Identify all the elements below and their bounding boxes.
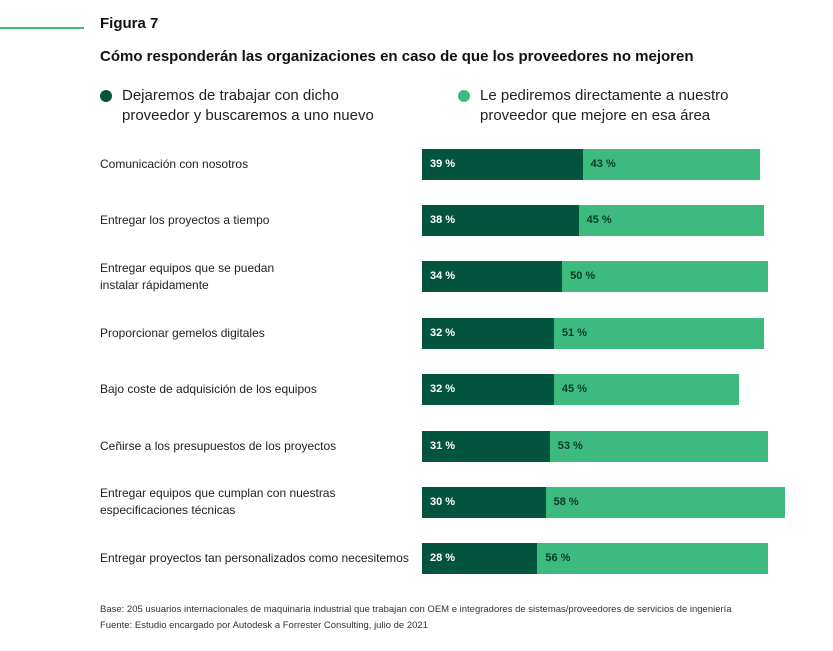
bar-segment-ask-improve bbox=[545, 486, 785, 518]
legend-label-line: Le pediremos directamente a nuestro bbox=[480, 87, 729, 104]
data-label: 31 % bbox=[430, 439, 456, 452]
category-label: Entregar equipos que cumplan con nuestra… bbox=[100, 484, 415, 520]
category-label-line: Entregar equipos que se puedan bbox=[100, 260, 275, 275]
legend-label-line: Dejaremos de trabajar con dicho bbox=[122, 87, 339, 104]
legend-label: Le pediremos directamente a nuestro prov… bbox=[480, 86, 728, 126]
category-label-line: Entregar los proyectos a tiempo bbox=[100, 212, 270, 227]
category-label: Entregar proyectos tan personalizados co… bbox=[100, 541, 415, 577]
category-label: Ceñirse a los presupuestos de los proyec… bbox=[100, 428, 415, 464]
bar-segment-stop-working bbox=[422, 317, 554, 349]
bar-segment-ask-improve bbox=[549, 430, 769, 462]
bar-segment-ask-improve bbox=[562, 261, 769, 293]
category-label: Entregar equipos que se puedan instalar r… bbox=[100, 259, 415, 295]
category-label-text: Entregar equipos que cumplan con nuestra… bbox=[100, 485, 335, 519]
data-label: 56 % bbox=[545, 552, 571, 565]
category-label-text: Proporcionar gemelos digitales bbox=[100, 325, 265, 342]
category-label: Proporcionar gemelos digitales bbox=[100, 315, 415, 351]
category-label-text: Entregar proyectos tan personalizados co… bbox=[100, 550, 409, 567]
legend-label-line: proveedor y buscaremos a uno nuevo bbox=[122, 107, 374, 124]
data-label: 32 % bbox=[430, 383, 456, 396]
bar-segment-ask-improve bbox=[553, 317, 764, 349]
legend-item-stop-working: Dejaremos de trabajar con dicho proveedo… bbox=[100, 86, 374, 126]
data-label: 45 % bbox=[586, 213, 612, 226]
bar-segment-stop-working bbox=[422, 486, 546, 518]
bar-segment-stop-working bbox=[422, 148, 583, 180]
category-label-text: Entregar equipos que se puedan instalar r… bbox=[100, 260, 274, 294]
data-label: 28 % bbox=[430, 552, 456, 565]
legend-swatch-dark bbox=[100, 90, 112, 102]
data-label: 58 % bbox=[553, 495, 579, 508]
bar-segment-stop-working bbox=[422, 204, 579, 236]
category-label: Bajo coste de adquisición de los equipos bbox=[100, 372, 415, 408]
category-label-text: Ceñirse a los presupuestos de los proyec… bbox=[100, 438, 336, 455]
category-label-line: Comunicación con nosotros bbox=[100, 156, 249, 171]
data-label: 34 % bbox=[430, 270, 456, 283]
category-label-text: Comunicación con nosotros bbox=[100, 156, 248, 173]
data-label: 51 % bbox=[561, 326, 587, 339]
category-label-line: instalar rápidamente bbox=[100, 277, 209, 292]
bar-segment-ask-improve bbox=[537, 543, 769, 575]
data-label: 39 % bbox=[430, 157, 456, 170]
bar-segment-ask-improve bbox=[553, 374, 740, 406]
data-label: 43 % bbox=[590, 157, 616, 170]
footnote-base: Base: 205 usuarios internacionales de ma… bbox=[100, 604, 732, 615]
category-label-line: Entregar proyectos tan personalizados co… bbox=[100, 551, 409, 566]
figure-label: Figura 7 bbox=[100, 15, 159, 32]
legend-label-line: proveedor que mejore en esa área bbox=[480, 107, 711, 124]
data-label: 45 % bbox=[561, 383, 587, 396]
category-label: Entregar los proyectos a tiempo bbox=[100, 202, 415, 238]
category-label: Comunicación con nosotros bbox=[100, 146, 415, 182]
data-label: 32 % bbox=[430, 326, 456, 339]
bar-segment-ask-improve bbox=[582, 148, 760, 180]
category-label-line: Bajo coste de adquisición de los equipos bbox=[100, 382, 317, 397]
data-label: 53 % bbox=[557, 439, 583, 452]
category-label-line: especificaciones técnicas bbox=[100, 503, 236, 518]
footnote-source: Fuente: Estudio encargado por Autodesk a… bbox=[100, 620, 428, 631]
legend-label: Dejaremos de trabajar con dicho proveedo… bbox=[122, 86, 374, 126]
bar-segment-stop-working bbox=[422, 374, 554, 406]
bar-segment-stop-working bbox=[422, 430, 550, 462]
category-label-text: Entregar los proyectos a tiempo bbox=[100, 212, 269, 229]
category-label-line: Proporcionar gemelos digitales bbox=[100, 325, 265, 340]
bar-segment-ask-improve bbox=[578, 204, 764, 236]
data-label: 38 % bbox=[430, 213, 456, 226]
data-label: 30 % bbox=[430, 495, 456, 508]
legend-item-ask-improve: Le pediremos directamente a nuestro prov… bbox=[458, 86, 728, 126]
data-label: 50 % bbox=[570, 270, 596, 283]
category-label-line: Entregar equipos que cumplan con nuestra… bbox=[100, 486, 336, 501]
bar-segment-stop-working bbox=[422, 261, 563, 293]
chart-title: Cómo responderán las organizaciones en c… bbox=[100, 48, 694, 65]
category-label-line: Ceñirse a los presupuestos de los proyec… bbox=[100, 438, 337, 453]
bar-segment-stop-working bbox=[422, 543, 538, 575]
category-label-text: Bajo coste de adquisición de los equipos bbox=[100, 381, 317, 398]
legend-swatch-light bbox=[458, 90, 470, 102]
accent-rule bbox=[0, 27, 84, 29]
